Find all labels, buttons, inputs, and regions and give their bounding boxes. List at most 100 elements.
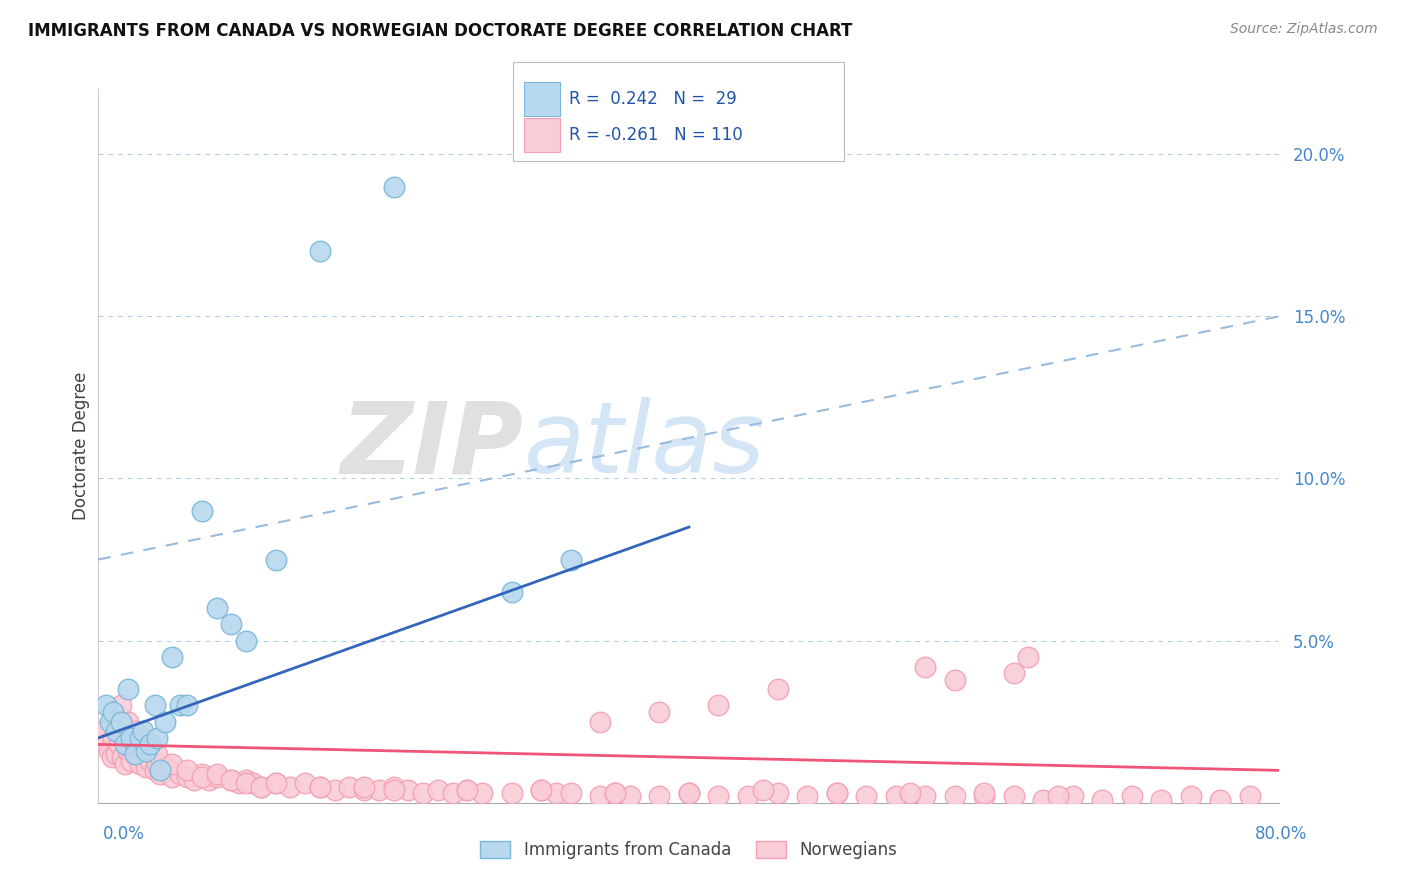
- Point: [169, 766, 191, 780]
- Point: [219, 773, 242, 788]
- Point: [120, 754, 142, 768]
- Point: [149, 764, 172, 778]
- Point: [183, 773, 205, 788]
- Point: [139, 738, 162, 752]
- Point: [132, 731, 155, 745]
- Point: [1209, 792, 1232, 806]
- Point: [157, 764, 180, 778]
- Legend: Immigrants from Canada, Norwegians: Immigrants from Canada, Norwegians: [474, 834, 904, 866]
- Point: [605, 786, 627, 800]
- Y-axis label: Doctorate Degree: Doctorate Degree: [72, 372, 90, 520]
- Point: [1150, 792, 1173, 806]
- Point: [111, 750, 134, 764]
- Point: [560, 552, 582, 566]
- Point: [678, 786, 700, 800]
- Point: [146, 747, 169, 761]
- Point: [117, 682, 139, 697]
- Point: [97, 744, 120, 758]
- Point: [94, 698, 117, 713]
- Point: [114, 738, 136, 752]
- Point: [191, 504, 214, 518]
- Point: [353, 780, 375, 794]
- Point: [914, 659, 936, 673]
- Point: [323, 782, 346, 797]
- Point: [205, 601, 228, 615]
- Point: [294, 776, 316, 790]
- Point: [124, 724, 146, 739]
- Point: [1091, 792, 1114, 806]
- Point: [737, 789, 759, 804]
- Point: [124, 747, 146, 761]
- Point: [382, 179, 405, 194]
- Point: [382, 782, 405, 797]
- Point: [103, 731, 125, 745]
- Point: [191, 770, 214, 784]
- Point: [132, 724, 155, 739]
- Point: [91, 724, 114, 739]
- Text: R = -0.261   N = 110: R = -0.261 N = 110: [569, 126, 744, 144]
- Point: [1121, 789, 1143, 804]
- Text: Source: ZipAtlas.com: Source: ZipAtlas.com: [1230, 22, 1378, 37]
- Point: [162, 649, 183, 664]
- Point: [471, 786, 494, 800]
- Point: [110, 698, 132, 713]
- Point: [825, 786, 848, 800]
- Point: [128, 731, 150, 745]
- Point: [103, 705, 125, 719]
- Point: [648, 705, 671, 719]
- Point: [139, 738, 162, 752]
- Point: [544, 786, 567, 800]
- Point: [105, 747, 128, 761]
- Point: [117, 744, 139, 758]
- Point: [855, 789, 877, 804]
- Point: [589, 714, 612, 729]
- Point: [242, 776, 264, 790]
- Point: [162, 756, 183, 771]
- Point: [135, 744, 157, 758]
- Point: [146, 756, 169, 771]
- Point: [143, 698, 166, 713]
- Point: [198, 773, 221, 788]
- Point: [501, 786, 523, 800]
- Point: [143, 764, 166, 778]
- Point: [120, 731, 142, 745]
- Point: [128, 756, 150, 771]
- Point: [456, 782, 478, 797]
- Point: [135, 760, 157, 774]
- Point: [219, 617, 242, 632]
- Point: [235, 773, 257, 788]
- Point: [973, 786, 995, 800]
- Point: [943, 673, 966, 687]
- Point: [94, 738, 117, 752]
- Point: [149, 766, 172, 780]
- Point: [169, 698, 191, 713]
- Point: [1062, 789, 1084, 804]
- Point: [353, 782, 375, 797]
- Point: [264, 776, 287, 790]
- Text: ZIP: ZIP: [340, 398, 523, 494]
- Point: [146, 731, 169, 745]
- Point: [139, 754, 162, 768]
- Text: IMMIGRANTS FROM CANADA VS NORWEGIAN DOCTORATE DEGREE CORRELATION CHART: IMMIGRANTS FROM CANADA VS NORWEGIAN DOCT…: [28, 22, 852, 40]
- Point: [368, 782, 391, 797]
- Point: [648, 789, 671, 804]
- Point: [205, 770, 228, 784]
- Point: [412, 786, 434, 800]
- Point: [678, 786, 700, 800]
- Point: [766, 682, 789, 697]
- Point: [191, 766, 214, 780]
- Text: 0.0%: 0.0%: [103, 825, 145, 843]
- Point: [1046, 789, 1069, 804]
- Point: [250, 780, 273, 794]
- Point: [530, 782, 553, 797]
- Point: [560, 786, 582, 800]
- Point: [1002, 789, 1025, 804]
- Point: [796, 789, 818, 804]
- Point: [441, 786, 464, 800]
- Point: [117, 714, 139, 729]
- Point: [219, 773, 242, 788]
- Point: [530, 782, 553, 797]
- Point: [766, 786, 789, 800]
- Point: [235, 633, 257, 648]
- Point: [973, 789, 995, 804]
